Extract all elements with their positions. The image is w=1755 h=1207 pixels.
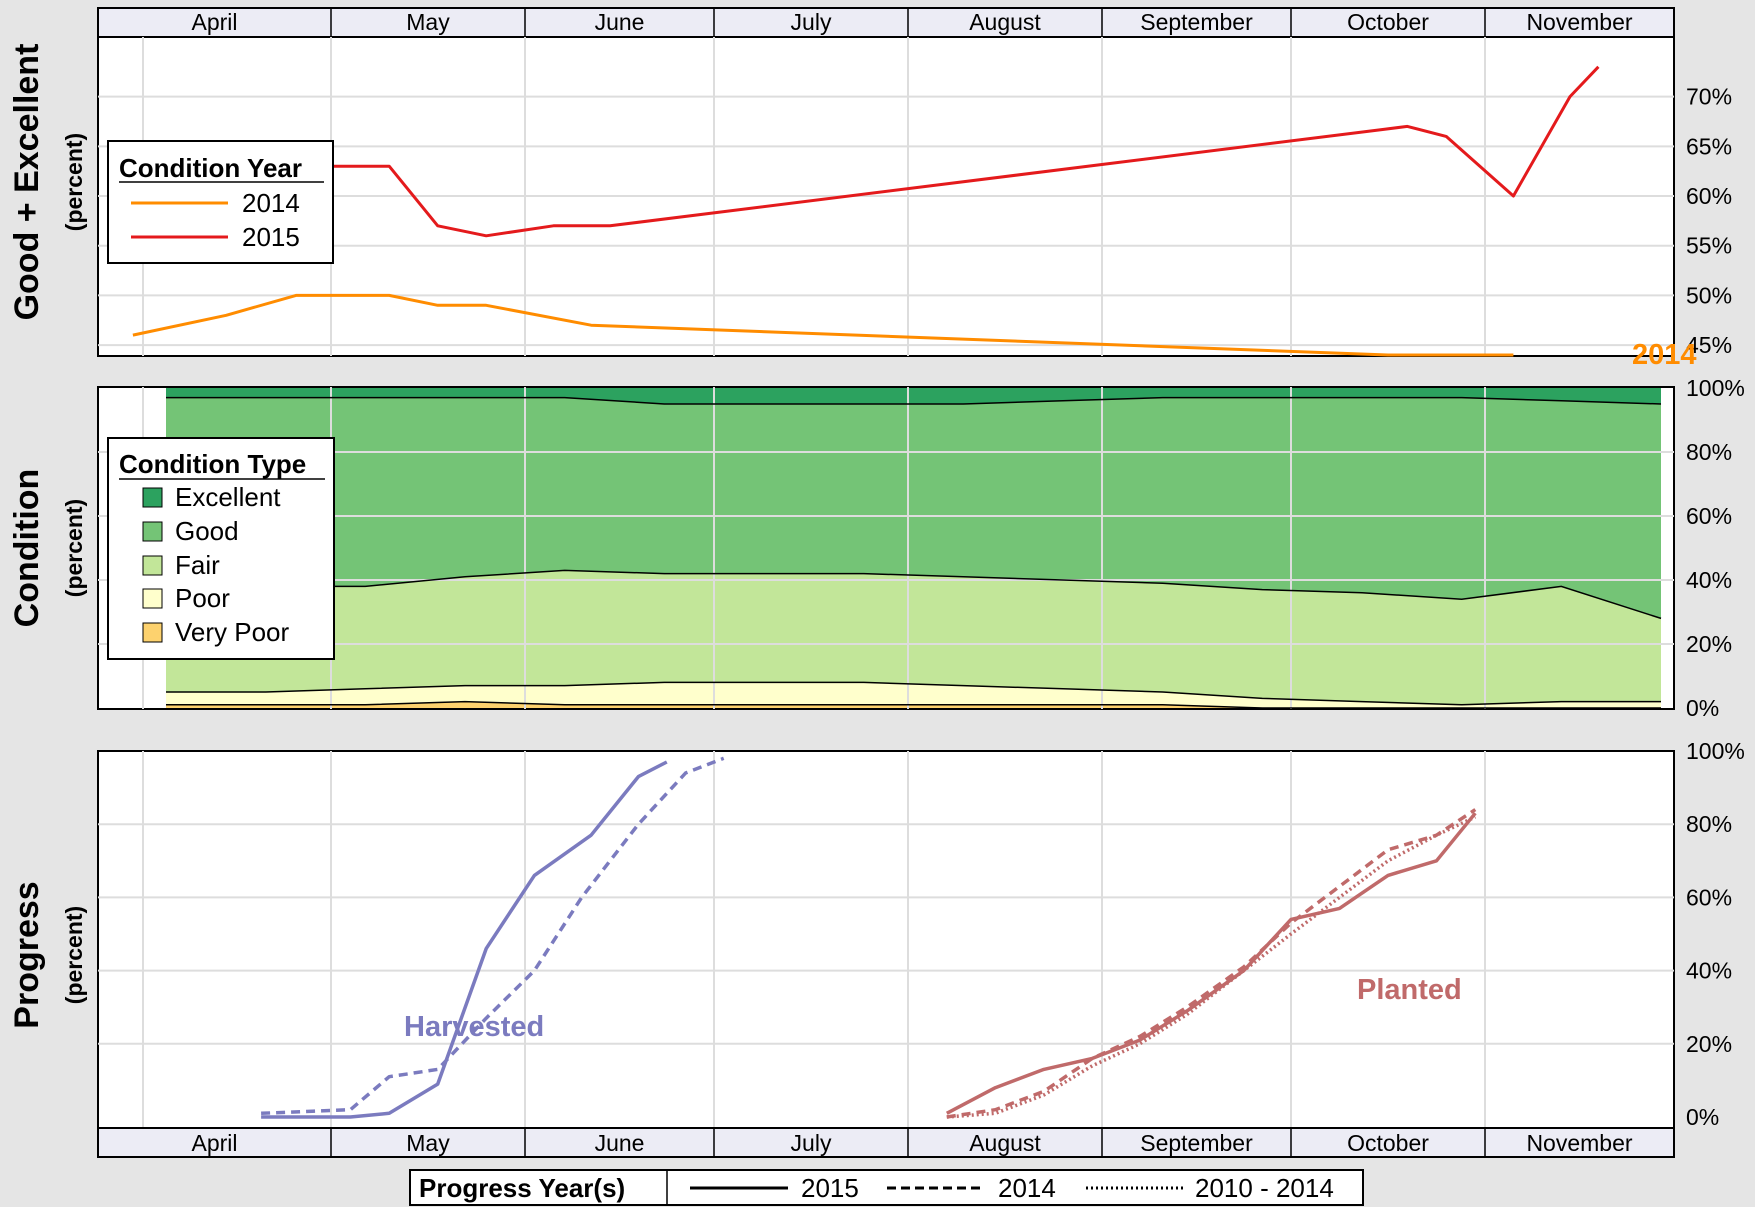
legend-label-2015: 2015 [242, 222, 300, 252]
progress-line-planted-2014 [946, 808, 1477, 1119]
legend-label-fair: Fair [175, 550, 220, 580]
legend-title-condition-type: Condition Type [119, 449, 306, 479]
top-month-november: November [1526, 9, 1632, 35]
top-month-september: September [1140, 9, 1253, 35]
area-fair [166, 570, 1661, 705]
area-poor [166, 682, 1661, 708]
y-tick-label: 60% [1686, 503, 1732, 529]
bottom-month-axis: April May June July August September October No… [97, 1127, 1675, 1158]
top-month-october: October [1347, 9, 1429, 35]
y-tick-label: 0% [1686, 695, 1719, 721]
area-boundary-line [166, 396, 1662, 405]
top-month-axis: April May June July August September October No… [97, 7, 1675, 38]
top-month-june: June [595, 9, 645, 35]
y-tick-label: 60% [1686, 183, 1732, 209]
y-tick-label: 20% [1686, 631, 1732, 657]
bottom-month-june: June [595, 1130, 645, 1156]
series-line-2015 [284, 65, 1600, 238]
legend-title-progress-year: Progress Year(s) [419, 1173, 625, 1203]
y-tick-label: 0% [1686, 1104, 1719, 1130]
y-tick-label: 65% [1686, 133, 1732, 159]
end-label-2014: 2014 [1632, 339, 1697, 371]
top-month-august: August [969, 9, 1041, 35]
progress-year-legend: Progress Year(s) 2015 2014 2010 - 2014 [409, 1169, 1364, 1206]
bottom-month-november: November [1526, 1130, 1632, 1156]
legend-label-progress-2010-2014: 2010 - 2014 [1195, 1173, 1334, 1203]
area-boundary-line [166, 681, 1661, 706]
legend-swatch-fair [142, 555, 163, 576]
legend-swatch-good [142, 521, 163, 542]
legend-label-progress-2015: 2015 [801, 1173, 859, 1203]
good-excellent-panel: 45% 50% 55% 60% 65% 70% 2014 Good + Excellent… [8, 36, 1732, 371]
area-excellent [166, 388, 1661, 404]
condition-type-legend: Condition Type Excellent Good Fair Poor … [107, 437, 335, 660]
progress-line-harvested-2015 [261, 760, 668, 1119]
bottom-month-july: July [791, 1130, 832, 1156]
legend-swatch-poor [142, 588, 163, 609]
y-label-progress: Progress [8, 881, 46, 1028]
y-tick-label: 20% [1686, 1031, 1732, 1057]
y-sublabel-condition: (percent) [61, 499, 87, 597]
bottom-month-april: April [191, 1130, 237, 1156]
progress-line-planted-2010-2014 [946, 815, 1477, 1119]
y-tick-label: 100% [1686, 375, 1745, 401]
series-line-2014 [132, 293, 1514, 357]
legend-title-condition-year: Condition Year [119, 153, 302, 183]
y-tick-label: 70% [1686, 84, 1732, 110]
bottom-month-may: May [406, 1130, 450, 1156]
y-tick-label: 45% [1686, 332, 1732, 358]
condition-year-legend: Condition Year 2014 2015 [107, 140, 334, 264]
progress-line-harvested-2014 [261, 756, 725, 1116]
y-tick-label: 50% [1686, 282, 1732, 308]
y-tick-label: 80% [1686, 439, 1732, 465]
condition-panel: 0% 20% 40% 60% 80% 100% Condition (percent) C… [8, 375, 1745, 721]
area-boundary-line [166, 569, 1662, 620]
legend-label-good: Good [175, 516, 239, 546]
bottom-month-august: August [969, 1130, 1041, 1156]
legend-swatch-excellent [142, 487, 163, 508]
y-tick-label: 40% [1686, 567, 1732, 593]
legend-label-poor: Poor [175, 583, 230, 613]
top-month-may: May [406, 9, 450, 35]
y-sublabel-good-excellent: (percent) [61, 133, 87, 231]
y-label-condition: Condition [8, 469, 46, 628]
bottom-month-september: September [1140, 1130, 1253, 1156]
y-tick-label: 60% [1686, 884, 1732, 910]
y-sublabel-progress: (percent) [61, 906, 87, 1004]
progress-panel: 0% 20% 40% 60% 80% 100% Harvested Planted Pro… [8, 738, 1745, 1130]
y-tick-label: 55% [1686, 233, 1732, 259]
area-boundary-line [166, 700, 1661, 709]
bottom-month-october: October [1347, 1130, 1429, 1156]
top-month-july: July [791, 9, 832, 35]
legend-label-2014: 2014 [242, 188, 300, 218]
y-tick-label: 40% [1686, 958, 1732, 984]
y-tick-label: 80% [1686, 811, 1732, 837]
y-label-good-excellent: Good + Excellent [8, 44, 46, 321]
legend-swatch-very-poor [142, 622, 163, 643]
top-month-april: April [191, 9, 237, 35]
annotation-harvested: Harvested [404, 1011, 544, 1043]
y-tick-label: 100% [1686, 738, 1745, 764]
annotation-planted: Planted [1357, 974, 1462, 1006]
legend-label-very-poor: Very Poor [175, 617, 290, 647]
legend-label-excellent: Excellent [175, 482, 281, 512]
legend-label-progress-2014: 2014 [998, 1173, 1056, 1203]
